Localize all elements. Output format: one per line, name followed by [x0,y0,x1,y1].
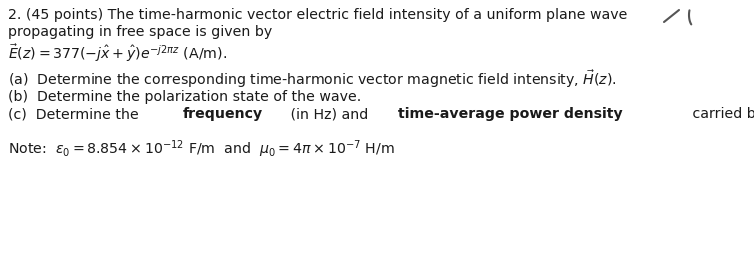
Text: Note:  $\varepsilon_0=8.854\times10^{-12}$ F/m  and  $\mu_0=4\pi\times10^{-7}$ H: Note: $\varepsilon_0=8.854\times10^{-12}… [8,138,394,160]
Text: $\vec{E}(z)=377(-j\hat{x}+\hat{y})e^{-j2\pi z}$ (A/m).: $\vec{E}(z)=377(-j\hat{x}+\hat{y})e^{-j2… [8,42,227,64]
Text: time-average power density: time-average power density [398,107,623,121]
Text: (in Hz) and: (in Hz) and [286,107,372,121]
Text: (b)  Determine the polarization state of the wave.: (b) Determine the polarization state of … [8,90,361,104]
Text: propagating in free space is given by: propagating in free space is given by [8,25,272,39]
Text: (a)  Determine the corresponding time-harmonic vector magnetic field intensity, : (a) Determine the corresponding time-har… [8,68,617,90]
Text: frequency: frequency [182,107,262,121]
Text: carried by the wave.: carried by the wave. [688,107,754,121]
Text: 2. (45 points) The time-harmonic vector electric field intensity of a uniform pl: 2. (45 points) The time-harmonic vector … [8,8,627,22]
Text: (c)  Determine the: (c) Determine the [8,107,143,121]
